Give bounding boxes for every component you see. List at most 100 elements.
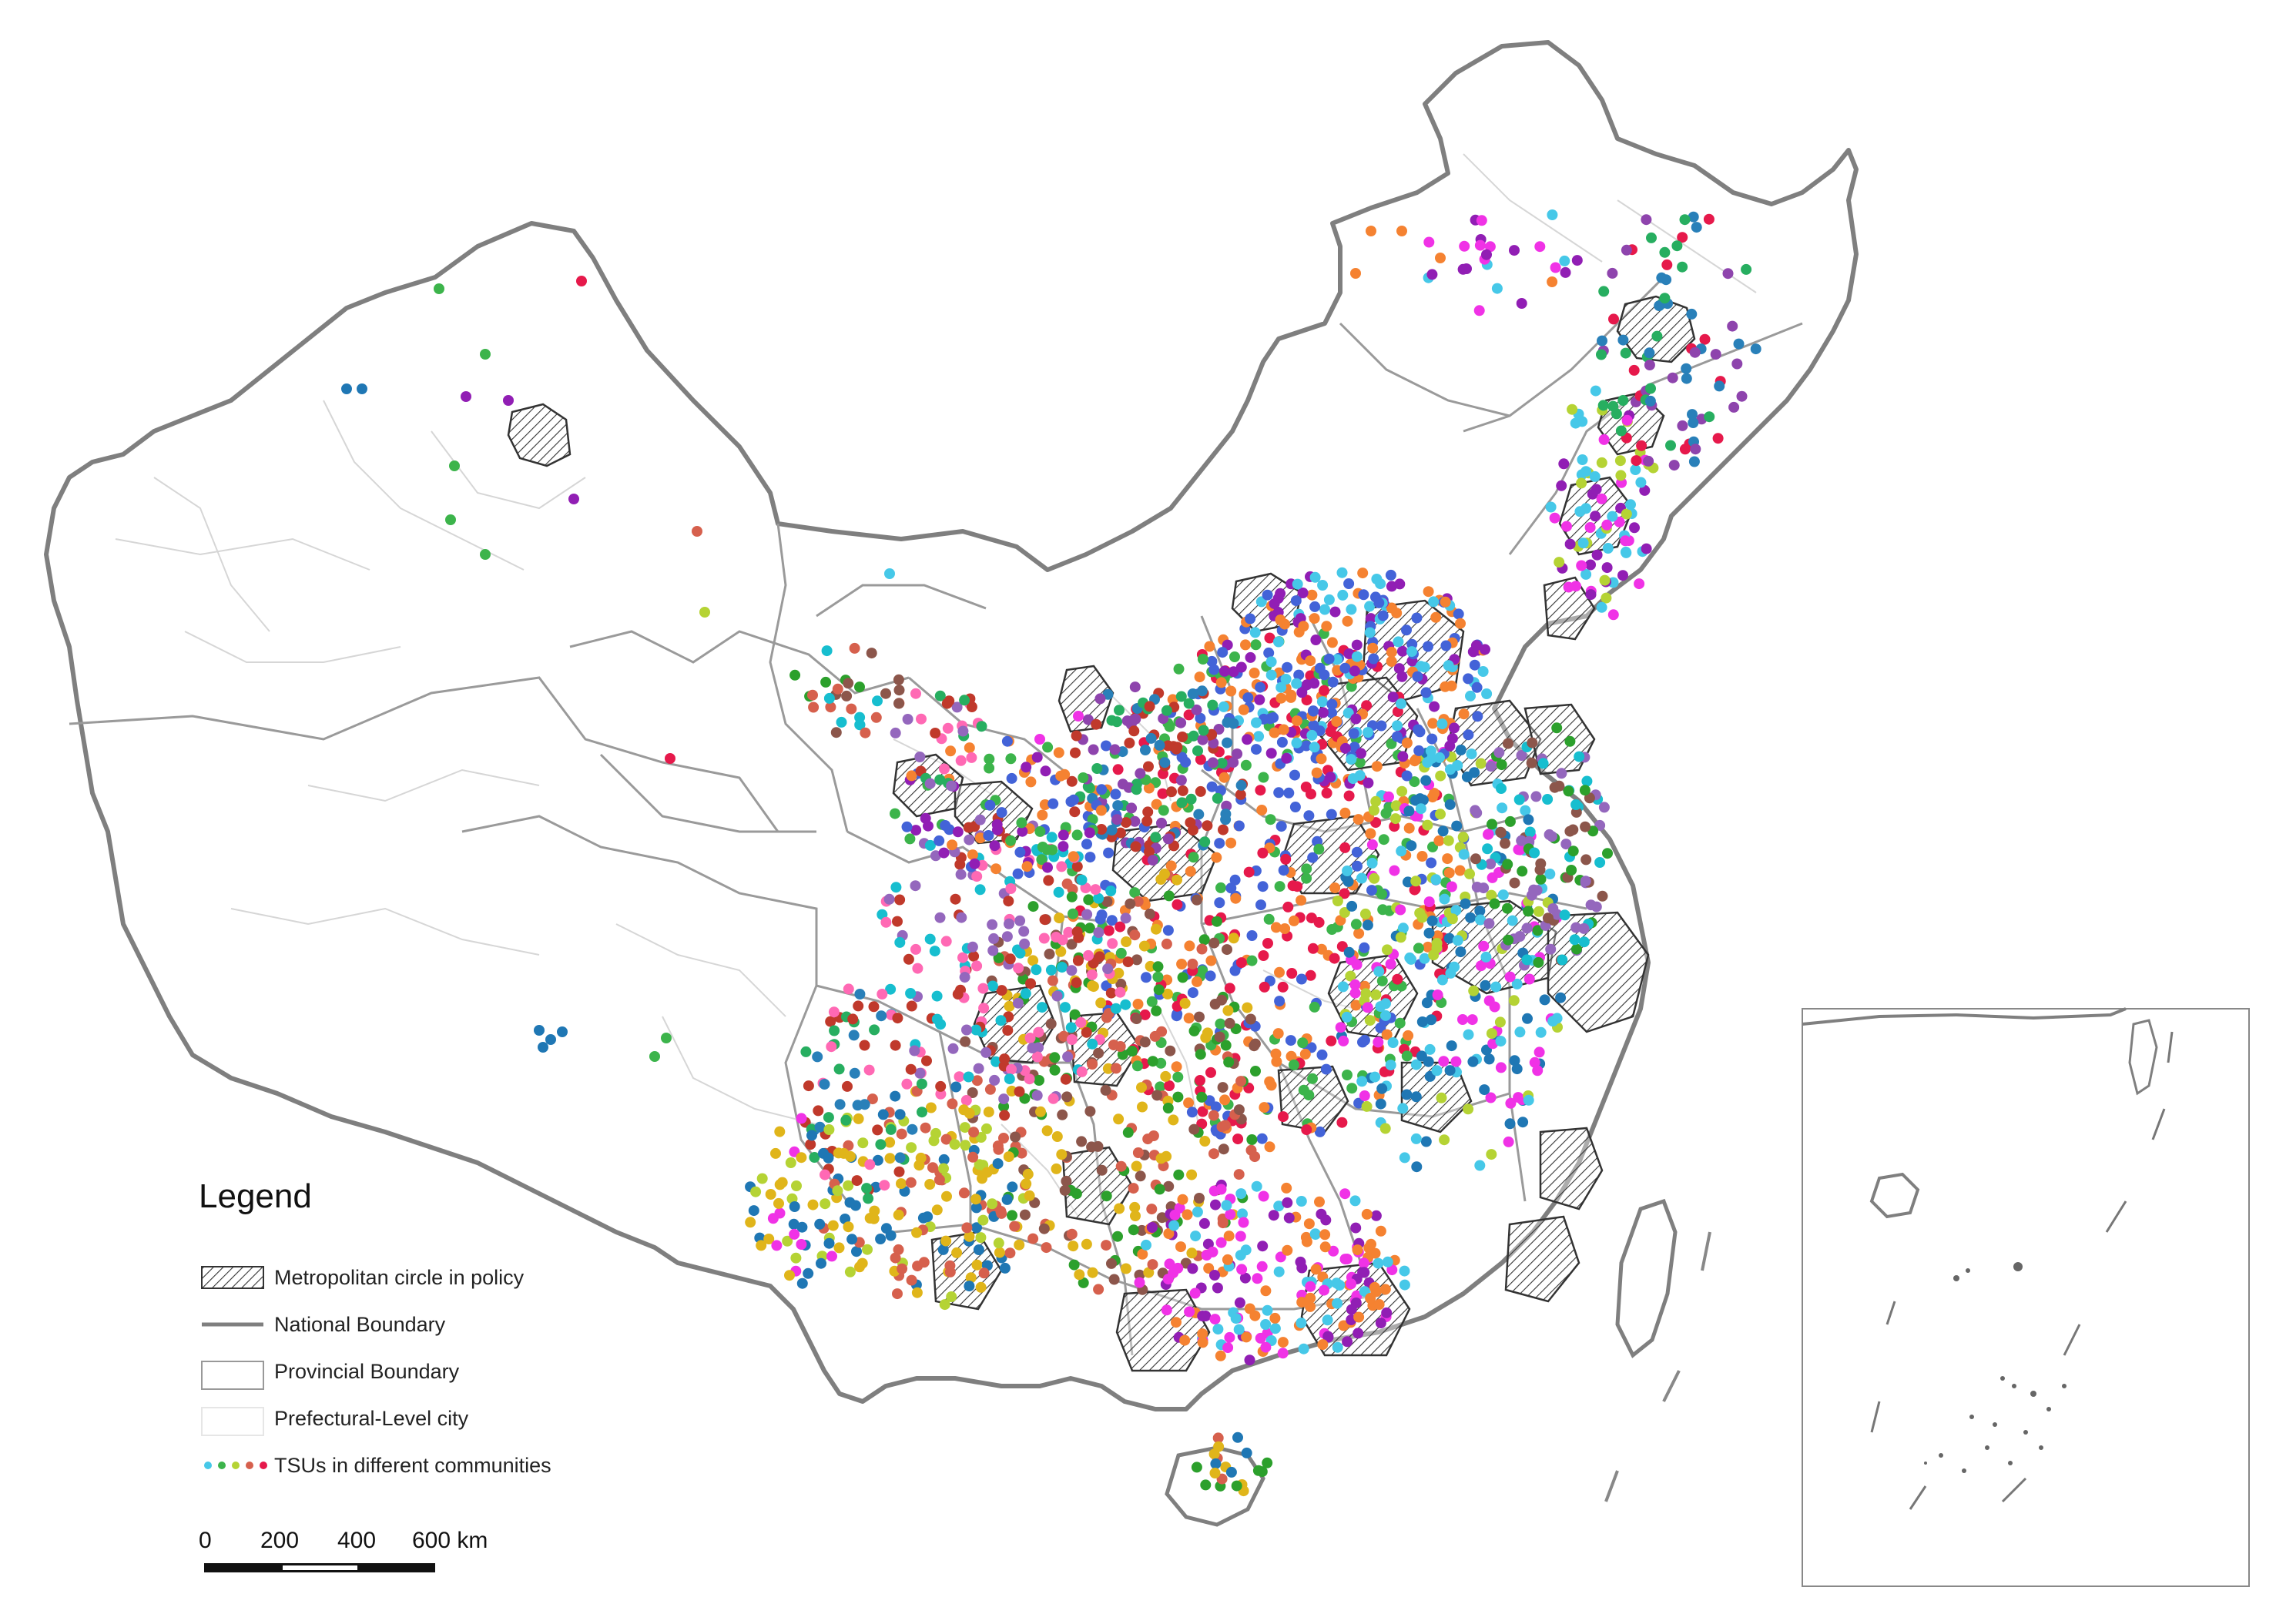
- tsu-dot: [1024, 1190, 1035, 1201]
- tsu-dot: [1534, 241, 1546, 253]
- tsu-dot: [1463, 729, 1474, 741]
- tsu-dot: [1481, 688, 1493, 699]
- tsu-dot: [1690, 444, 1701, 455]
- tsu-dot: [1564, 735, 1576, 747]
- tsu-dot: [1489, 898, 1500, 909]
- tsu-dot: [1475, 914, 1486, 926]
- tsu-dot: [1062, 1051, 1074, 1063]
- tsu-dot: [893, 1166, 905, 1177]
- tsu-dot: [1332, 1341, 1343, 1353]
- tsu-dot: [1196, 943, 1208, 955]
- tsu-dot: [1172, 1071, 1184, 1083]
- tsu-dot: [896, 1178, 907, 1190]
- tsu-dot: [1679, 214, 1691, 226]
- tsu-dot: [1533, 906, 1544, 917]
- tsu-dot: [1223, 1056, 1235, 1068]
- tsu-dot: [1273, 1200, 1285, 1212]
- tsu-dot: [964, 1107, 975, 1119]
- tsu-dot: [1047, 1093, 1059, 1104]
- tsu-dot: [929, 946, 940, 957]
- tsu-dot: [1087, 1038, 1098, 1050]
- tsu-dot: [1290, 595, 1302, 607]
- tsu-dot: [1319, 1284, 1329, 1296]
- tsu-dot: [1090, 884, 1101, 896]
- tsu-dot: [1057, 1109, 1068, 1120]
- tsu-dot: [906, 1274, 917, 1286]
- tsu-dot: [1369, 872, 1380, 884]
- tsu-dot: [1031, 1090, 1043, 1101]
- tsu-dot: [1435, 253, 1446, 263]
- tsu-dot: [1196, 1091, 1208, 1103]
- tsu-dot: [1481, 249, 1492, 260]
- tsu-dot: [1509, 1055, 1520, 1066]
- tsu-dot: [1461, 771, 1473, 782]
- tsu-dot: [1387, 691, 1399, 703]
- inset-map: [1802, 1007, 2250, 1587]
- tsu-dot: [1007, 1181, 1018, 1193]
- tsu-dot: [1016, 1147, 1027, 1159]
- tsu-dot: [859, 1040, 870, 1051]
- tsu-dot: [841, 690, 853, 702]
- tsu-dot: [991, 1056, 1002, 1067]
- tsu-dot: [1131, 954, 1142, 966]
- tsu-dot: [1274, 881, 1285, 892]
- tsu-dot: [1128, 1224, 1139, 1236]
- tsu-dot: [1590, 385, 1601, 397]
- tsu-dot: [1514, 931, 1526, 942]
- tsu-dot: [859, 1099, 870, 1110]
- tsu-dot: [1314, 1196, 1325, 1207]
- tsu-dot: [1204, 641, 1215, 652]
- tsu-dot: [1480, 644, 1490, 655]
- tsu-dot: [1146, 1204, 1158, 1215]
- tsu-dot: [1426, 269, 1438, 280]
- tsu-dot: [1130, 1210, 1141, 1221]
- tsu-dot: [1171, 1061, 1182, 1073]
- tsu-dot: [1109, 744, 1121, 755]
- tsu-dot: [1346, 604, 1357, 615]
- tsu-dot: [1162, 740, 1174, 752]
- tsu-dot: [1069, 1009, 1081, 1020]
- tsu-dot: [1681, 373, 1692, 384]
- tsu-dot: [1055, 946, 1067, 957]
- tsu-dot: [1320, 1063, 1332, 1075]
- metro-circle: [1539, 1127, 1604, 1210]
- tsu-dot: [984, 799, 996, 811]
- tsu-dot: [992, 1158, 1004, 1170]
- tsu-dot: [937, 1244, 949, 1255]
- tsu-dot: [1186, 1107, 1198, 1118]
- tsu-dot: [1309, 571, 1321, 583]
- tsu-dot: [1115, 921, 1126, 933]
- tsu-dot: [1309, 601, 1321, 612]
- tsu-dot: [1470, 640, 1482, 651]
- tsu-dot: [950, 893, 961, 905]
- tsu-dot: [1390, 800, 1402, 812]
- tsu-dot: [1659, 246, 1671, 258]
- tsu-dot: [1517, 1117, 1529, 1128]
- tsu-dot: [1607, 511, 1618, 522]
- tsu-dot: [1342, 1070, 1353, 1080]
- tsu-dot: [1352, 1244, 1363, 1256]
- tsu-dot: [1557, 954, 1568, 966]
- tsu-dot: [1156, 817, 1167, 829]
- tsu-dot: [1164, 1080, 1175, 1091]
- tsu-dot: [955, 869, 967, 880]
- tsu-dot: [1505, 1097, 1517, 1109]
- tsu-dot: [1162, 833, 1174, 845]
- tsu-dot: [1309, 742, 1320, 753]
- tsu-dot: [1326, 924, 1338, 935]
- tsu-dot: [1003, 896, 1014, 907]
- tsu-dot: [1155, 874, 1167, 885]
- legend-item-tsu: TSUs in different communities: [274, 1454, 551, 1477]
- tsu-dot: [1451, 820, 1463, 832]
- tsu-dot: [1621, 244, 1632, 256]
- tsu-dot: [1309, 678, 1320, 689]
- tsu-dot: [875, 1234, 887, 1244]
- tsu-dot: [1215, 1350, 1226, 1361]
- tsu-dot: [1406, 840, 1417, 852]
- tsu-dot: [1212, 792, 1223, 804]
- tsu-dot: [1228, 718, 1239, 729]
- tsu-dot: [1078, 772, 1089, 783]
- tsu-dot: [1273, 636, 1284, 648]
- tsu-dot: [970, 1024, 982, 1036]
- tsu-dot: [1165, 1045, 1176, 1056]
